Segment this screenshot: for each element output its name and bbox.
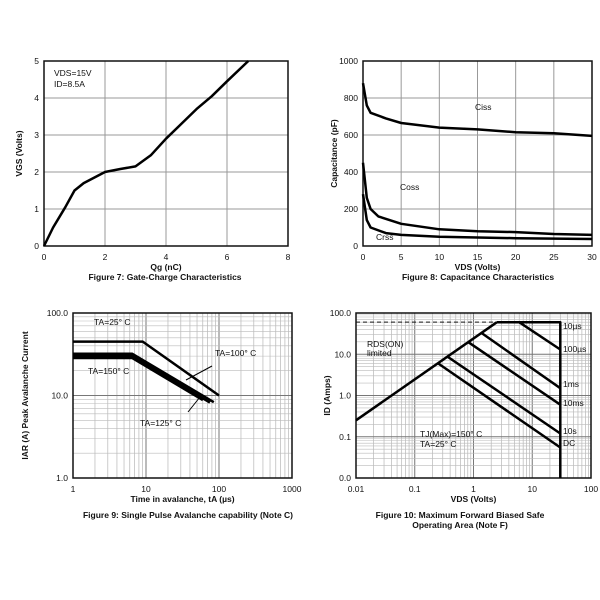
series-line-100-s [518, 321, 561, 351]
annotation-label: Ciss [475, 102, 492, 112]
x-tick-label: 0.01 [348, 484, 365, 494]
annotation-label: limited [367, 348, 392, 358]
y-tick-label: 1000 [339, 56, 358, 66]
x-tick-label: 100 [212, 484, 226, 494]
leader-line [185, 365, 213, 381]
series-line-ta-25-c [73, 340, 220, 397]
y-tick-label: 600 [344, 130, 358, 140]
chart-8: 0 5 10 15 20 25 30 0 200 400 600 800 1000 VDS (Volts)… [329, 56, 597, 282]
annotation-label: 1ms [563, 379, 579, 389]
x-tick-label: 100 [584, 484, 598, 494]
x-tick-label: 8 [286, 252, 291, 262]
x-tick-label: 0.1 [409, 484, 421, 494]
series-line-vgs [42, 60, 250, 247]
series-line-coss [361, 162, 593, 237]
x-tick-label: 30 [587, 252, 597, 262]
x-tick-label: 15 [473, 252, 483, 262]
x-tick-label: 10 [435, 252, 445, 262]
y-tick-label: 2 [34, 167, 39, 177]
series-line-crss [361, 194, 593, 241]
figure-caption-line2: Operating Area (Note F) [412, 520, 508, 530]
annotation-label: TA=25° C [420, 439, 457, 449]
x-tick-label: 2 [103, 252, 108, 262]
series-line-dc [437, 362, 562, 449]
annotation-label: DC [563, 438, 575, 448]
y-tick-label: 5 [34, 56, 39, 66]
y-tick-label: 3 [34, 130, 39, 140]
plot-frame [362, 60, 593, 247]
series-line-1ms [481, 332, 562, 390]
y-tick-label: 100.0 [47, 308, 69, 318]
x-tick-label: 10 [528, 484, 538, 494]
series-line-rds-on-limit [355, 321, 498, 422]
y-tick-label: 0.1 [339, 432, 351, 442]
annotation-label: 10s [563, 426, 577, 436]
x-axis-label: Time in avalanche, tA (µs) [130, 494, 234, 504]
annotation-label: Coss [400, 182, 419, 192]
x-tick-label: 25 [549, 252, 559, 262]
figure-caption: Figure 8: Capacitance Characteristics [402, 272, 554, 282]
x-tick-label: 0 [361, 252, 366, 262]
x-axis-label: VDS (Volts) [451, 494, 497, 504]
series-line-ciss [361, 82, 593, 138]
figure-caption: Figure 7: Gate-Charge Characteristics [88, 272, 241, 282]
x-tick-label: 20 [511, 252, 521, 262]
series-line-ta-100-c [73, 352, 215, 404]
y-axis-label: ID (Amps) [322, 375, 332, 415]
chart-7: 0 2 4 6 8 0 1 2 3 4 5 Qg (nC) VGS (Volts) Figure 7: G… [14, 56, 291, 282]
y-tick-label: 0.0 [339, 473, 351, 483]
annotation-label: RDS(ON) [367, 339, 404, 349]
y-tick-label: 10.0 [51, 391, 68, 401]
annotation-label: 100µs [563, 344, 586, 354]
y-tick-label: 200 [344, 204, 358, 214]
series-line-ta-125-c [73, 354, 211, 404]
x-axis-label: Qg (nC) [150, 262, 181, 272]
x-tick-label: 1000 [283, 484, 302, 494]
series-line-10ms [467, 340, 562, 406]
x-tick-label: 5 [399, 252, 404, 262]
x-tick-label: 0 [42, 252, 47, 262]
annotation-label: TA=150° C [88, 366, 129, 376]
annotation-label: ID=8.5A [54, 79, 85, 89]
chart-9: 1 10 100 1000 1.0 10.0 100.0 Time in avalanche,… [20, 308, 302, 520]
y-axis-label: IAR (A) Peak Avalanche Current [20, 331, 30, 459]
x-tick-label: 10 [141, 484, 151, 494]
x-tick-label: 4 [164, 252, 169, 262]
series-line-10-s [496, 320, 562, 478]
y-tick-label: 0 [34, 241, 39, 251]
series-line-ta-150-c [73, 356, 204, 402]
x-tick-label: 6 [225, 252, 230, 262]
y-tick-label: 10.0 [334, 349, 351, 359]
leader-line [187, 396, 201, 413]
annotation-label: TA=125° C [140, 418, 181, 428]
annotation-label: VDS=15V [54, 68, 92, 78]
y-tick-label: 1 [34, 204, 39, 214]
y-tick-label: 100.0 [330, 308, 352, 318]
plot-frame [43, 60, 289, 247]
annotation-label: TA=25° C [94, 317, 131, 327]
x-tick-label: 1 [71, 484, 76, 494]
y-tick-label: 1.0 [339, 391, 351, 401]
x-axis-label: VDS (Volts) [455, 262, 501, 272]
figure-caption: Figure 9: Single Pulse Avalanche capabil… [83, 510, 293, 520]
x-tick-label: 1 [471, 484, 476, 494]
y-axis-label: Capacitance (pF) [329, 119, 339, 188]
annotation-label: 10µs [563, 321, 582, 331]
annotation-label: TA=100° C [215, 348, 256, 358]
plot-frame [355, 312, 592, 479]
y-tick-label: 4 [34, 93, 39, 103]
series-line-10s [445, 355, 562, 435]
y-tick-label: 400 [344, 167, 358, 177]
chart-10: 0.01 0.1 1 10 100 0.0 0.1 1.0 10.0 100.0 VDS (Volt… [322, 308, 598, 530]
annotation-label: TJ(Max)=150° C [420, 429, 482, 439]
y-tick-label: 1.0 [56, 473, 68, 483]
y-axis-label: VGS (Volts) [14, 130, 24, 176]
figure-caption: Figure 10: Maximum Forward Biased Safe [376, 510, 545, 520]
annotation-label: 10ms [563, 398, 584, 408]
plot-frame [72, 312, 293, 479]
y-tick-label: 0 [353, 241, 358, 251]
y-tick-label: 800 [344, 93, 358, 103]
annotation-label: Crss [376, 232, 393, 242]
